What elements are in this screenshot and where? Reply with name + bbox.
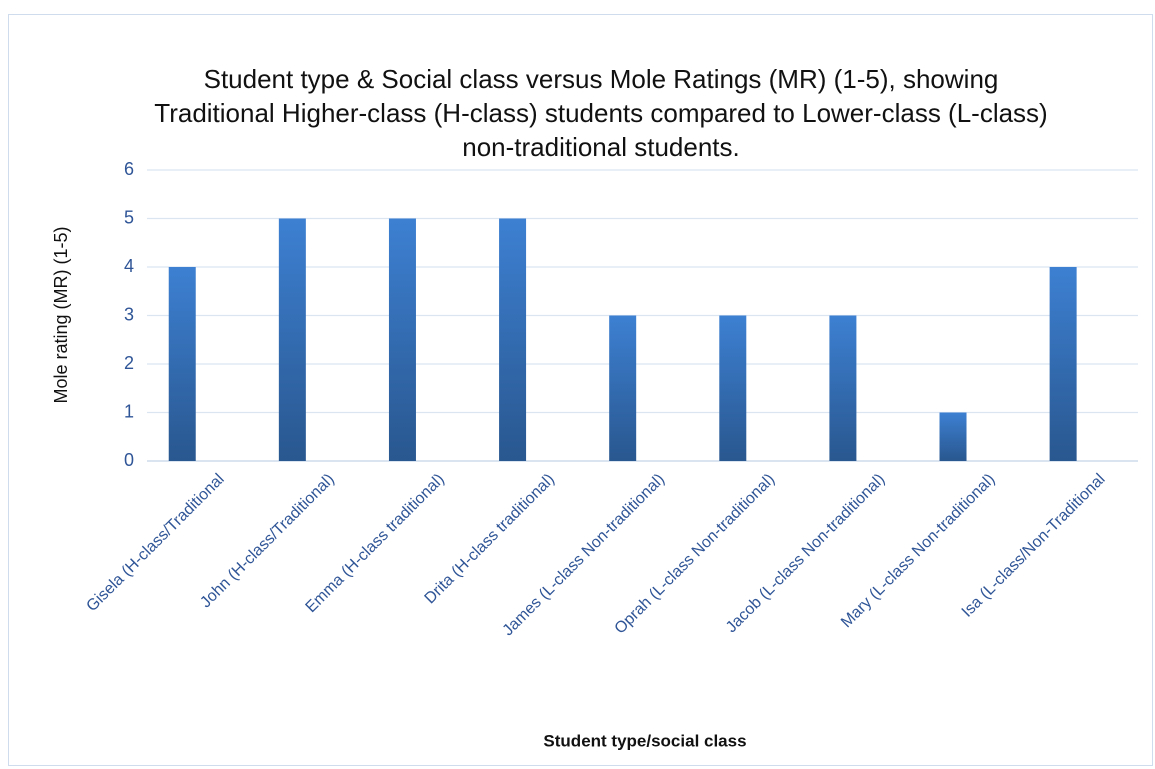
x-tick-label: Drita (H-class traditional) — [422, 471, 559, 608]
bar — [719, 315, 747, 461]
y-tick-label: 4 — [124, 256, 134, 276]
bar — [1049, 267, 1077, 461]
y-tick-label: 3 — [124, 304, 134, 324]
y-tick-label: 6 — [124, 159, 134, 179]
bar — [829, 315, 857, 461]
y-tick-label: 5 — [124, 207, 134, 227]
bar — [388, 218, 416, 461]
y-axis-title: Mole rating (MR) (1-5) — [51, 226, 71, 403]
x-axis-title: Student type/social class — [543, 731, 746, 750]
bar — [168, 267, 196, 461]
bar — [939, 412, 967, 461]
chart-title: Student type & Social class versus Mole … — [154, 64, 1048, 162]
bar — [499, 218, 527, 461]
y-tick-label: 2 — [124, 353, 134, 373]
chart-border — [8, 14, 1153, 766]
y-tick-label: 0 — [124, 450, 134, 470]
bar — [609, 315, 637, 461]
y-tick-label: 1 — [124, 401, 134, 421]
bar — [278, 218, 306, 461]
